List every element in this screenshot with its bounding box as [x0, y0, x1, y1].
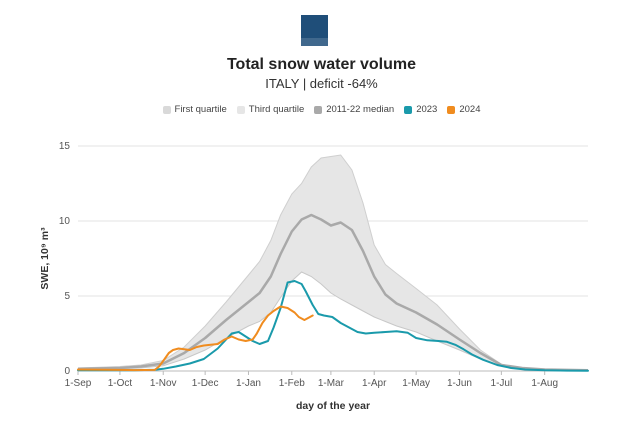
legend-swatch	[314, 105, 323, 114]
x-tick-label-1-Jun: 1-Jun	[447, 378, 472, 389]
median-line	[77, 213, 589, 372]
series-line-2024	[77, 305, 314, 372]
x-tick-label-1-Nov: 1-Nov	[150, 378, 177, 389]
logo-background	[301, 15, 328, 46]
y-tick-label-15: 15	[59, 141, 71, 152]
chart-title: Total snow water volume	[226, 56, 417, 73]
legend-item-2023[interactable]: 2023	[404, 104, 437, 115]
y-tick-label-5: 5	[64, 291, 70, 302]
legend-item-first-quartile[interactable]: First quartile	[162, 104, 227, 115]
y-axis-title: SWE, 10⁹ m³	[39, 227, 51, 290]
x-tick-label-1-Feb: 1-Feb	[279, 378, 306, 389]
x-tick-label-1-Dec: 1-Dec	[192, 378, 219, 389]
quartile-band-area	[78, 155, 588, 371]
legend-item-third-quartile[interactable]: Third quartile	[236, 104, 305, 115]
legend-label: 2023	[416, 104, 438, 115]
chart-subtitle: ITALY | deficit -64%	[265, 76, 378, 91]
first-quartile-line	[77, 271, 589, 371]
x-tick-label-1-Mar: 1-Mar	[318, 378, 345, 389]
legend-swatch	[236, 105, 245, 114]
x-tick-label-1-Oct: 1-Oct	[108, 378, 133, 389]
x-axis-title: day of the year	[296, 400, 370, 412]
legend-swatch	[404, 105, 413, 114]
x-tick-label-1-Sep: 1-Sep	[65, 378, 92, 389]
legend-item-2011-22-median[interactable]: 2011-22 median	[314, 104, 394, 115]
x-tick-label-1-Apr: 1-Apr	[362, 378, 387, 389]
third-quartile-line	[77, 154, 589, 371]
logo-band	[301, 38, 328, 46]
legend-swatch	[447, 105, 456, 114]
x-tick-label-1-May: 1-May	[402, 378, 430, 389]
x-tick-label-1-Jul: 1-Jul	[491, 378, 513, 389]
y-tick-label-10: 10	[59, 216, 71, 227]
legend-label: Third quartile	[248, 104, 305, 115]
legend-label: 2024	[459, 104, 481, 115]
y-tick-label-0: 0	[64, 366, 70, 377]
legend-swatch	[162, 105, 171, 114]
legend-item-2024[interactable]: 2024	[447, 104, 480, 115]
x-tick-label-1-Jan: 1-Jan	[236, 378, 261, 389]
cima-foundation-logo	[301, 15, 328, 46]
legend-label: 2011-22 median	[326, 104, 395, 115]
legend-label: First quartile	[174, 104, 227, 115]
series-line-2023	[77, 280, 589, 372]
x-tick-label-1-Aug: 1-Aug	[531, 378, 558, 389]
chart-legend: First quartile Third quartile 2011-22 medi…	[0, 104, 643, 115]
